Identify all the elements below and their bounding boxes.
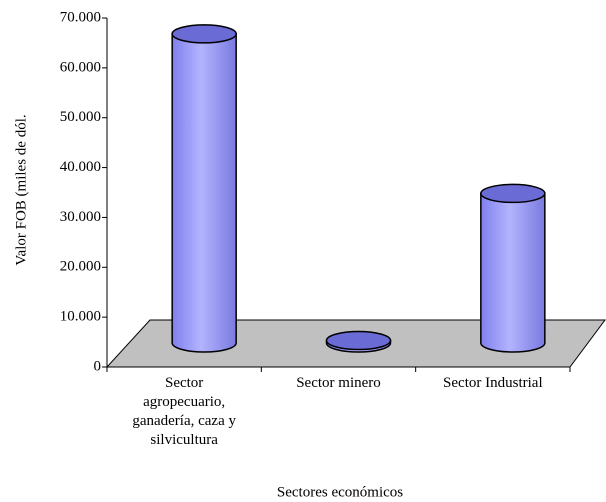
y-tick-label: 10.000 [60, 309, 101, 325]
bar [480, 183, 546, 353]
cylinder-top [480, 183, 546, 204]
y-tick-label: 70.000 [60, 9, 101, 25]
y-tick-label: 0 [94, 358, 102, 374]
x-tick-label: Sector minero [296, 375, 381, 391]
x-tick-label: Sector agropecuario, ganadería, caza y s… [132, 375, 236, 448]
bar [171, 24, 237, 353]
y-tick-label: 60.000 [60, 59, 101, 75]
x-tick-label: Sector Industrial [443, 375, 543, 391]
y-tick-label: 50.000 [60, 109, 101, 125]
bar [325, 330, 392, 353]
x-axis-title: Sectores económicos [277, 484, 403, 500]
cylinder-top [325, 330, 392, 351]
y-tick-label: 40.000 [60, 159, 101, 175]
y-axis-title: Valor FOB (miles de dól. [13, 114, 29, 265]
cylinder-body [171, 33, 237, 353]
cylinder-body [480, 192, 546, 353]
y-tick-label: 20.000 [60, 259, 101, 275]
y-tick-label: 30.000 [60, 209, 101, 225]
cylinder-top [171, 24, 237, 44]
